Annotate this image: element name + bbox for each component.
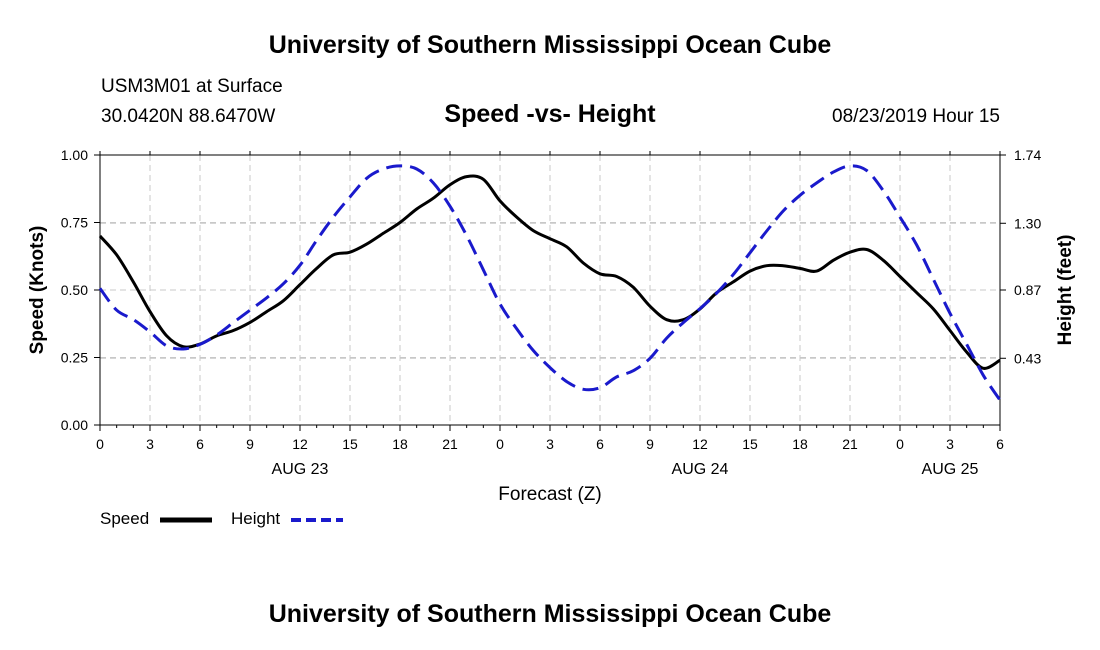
legend-speed-label: Speed [100,509,150,528]
chart-title: Speed -vs- Height [444,100,656,128]
y-tick-label: 1.00 [61,147,88,163]
x-tick-label: 0 [96,436,104,452]
x-tick-label: 9 [246,436,254,452]
station-coordinates: 30.0420N 88.6470W [101,106,276,127]
x-tick-label: 21 [842,436,858,452]
y-tick-label: 0.50 [61,282,88,298]
x-tick-label: 0 [896,436,904,452]
y2-tick-label: 0.87 [1014,282,1041,298]
date-label: AUG 25 [922,461,979,478]
x-tick-label: 3 [546,436,554,452]
y2-tick-label: 1.30 [1014,215,1041,231]
axis-labels: 0 3 6 9 12 15 18 21 0 3 6 9 12 15 18 21 0 3 6 AUG 23 AUG 24 A… [61,147,1042,478]
y2-tick-label: 1.74 [1014,147,1041,163]
x-axis-label: Forecast (Z) [498,484,601,505]
x-tick-label: 0 [496,436,504,452]
x-tick-label: 6 [596,436,604,452]
x-tick-label: 12 [292,436,308,452]
date-label: AUG 23 [272,461,329,478]
forecast-run-time: 08/23/2019 Hour 15 [832,106,1000,127]
x-tick-label: 18 [792,436,808,452]
x-tick-label: 6 [996,436,1004,452]
x-tick-label: 12 [692,436,708,452]
grid-lines [100,154,1000,425]
x-tick-label: 9 [646,436,654,452]
legend-height-label: Height [231,509,281,528]
x-tick-label: 18 [392,436,408,452]
y-axis-label: Speed (Knots) [27,226,48,355]
axis-ticks [94,151,1006,431]
height-series-line [98,164,1002,402]
y2-axis-label: Height (feet) [1055,235,1076,346]
y-tick-label: 0.00 [61,417,88,433]
speed-series-line [98,174,1001,370]
x-tick-label: 21 [442,436,458,452]
page-title: University of Southern Mississippi Ocean… [268,31,832,59]
data-series [98,164,1002,402]
x-tick-label: 15 [742,436,758,452]
x-tick-label: 15 [342,436,358,452]
x-tick-label: 6 [196,436,204,452]
x-tick-label: 3 [146,436,154,452]
y-tick-label: 0.75 [61,215,88,231]
date-label: AUG 24 [672,461,729,478]
y-tick-label: 0.25 [61,350,88,366]
footer-title: University of Southern Mississippi Ocean… [268,600,832,628]
station-name: USM3M01 at Surface [101,76,283,97]
x-tick-label: 3 [946,436,954,452]
y2-tick-label: 0.43 [1014,350,1041,366]
